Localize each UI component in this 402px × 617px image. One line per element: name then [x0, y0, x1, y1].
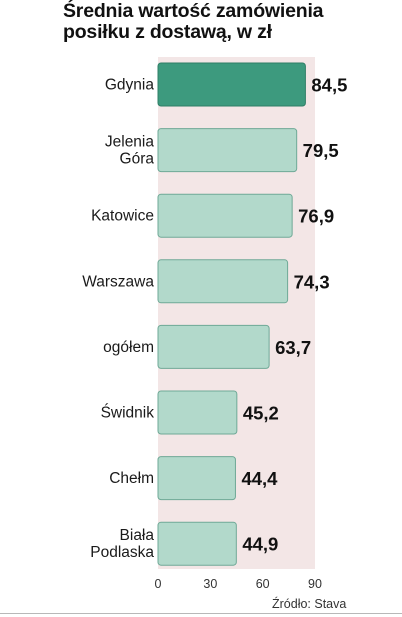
- value-label-0: 84,5: [311, 75, 347, 96]
- category-label-3-line-0: Warszawa: [82, 273, 154, 290]
- category-label-7-line-0: Biała: [120, 527, 155, 544]
- bar-4: [157, 324, 270, 369]
- category-label-4: ogółem: [103, 339, 154, 356]
- value-label-5: 45,2: [243, 403, 279, 424]
- category-label-2-line-0: Katowice: [91, 208, 154, 225]
- x-tick-label-1: 30: [203, 577, 217, 591]
- category-label-1: Jelenia Góra: [105, 134, 154, 168]
- category-label-6-line-0: Chełm: [109, 470, 154, 487]
- chart-title-line-2: posiłku z dostawą, w zł: [63, 21, 272, 43]
- category-label-1-line-1: Góra: [120, 151, 155, 168]
- bar-2: [157, 193, 293, 238]
- bar-1: [157, 128, 298, 173]
- category-label-7-line-1: Podlaska: [90, 544, 154, 561]
- category-label-1-line-0: Jelenia: [105, 134, 154, 151]
- category-label-6: Chełm: [109, 470, 154, 487]
- source-note: Źródło: Stava: [272, 597, 347, 611]
- bar-0: [157, 62, 306, 107]
- category-label-4-line-0: ogółem: [103, 339, 154, 356]
- category-label-3: Warszawa: [82, 273, 154, 290]
- value-label-4: 63,7: [275, 337, 311, 358]
- value-label-7: 44,9: [242, 534, 278, 555]
- chart-title: Średnia wartość zamówienia posiłku z dos…: [63, 1, 393, 43]
- x-tick-label-0: 0: [155, 577, 162, 591]
- category-label-7: Biała Podlaska: [90, 527, 154, 561]
- category-label-5: Świdnik: [101, 404, 155, 422]
- category-label-0: Gdynia: [105, 77, 154, 94]
- x-tick-label-3: 90: [308, 577, 322, 591]
- category-label-2: Katowice: [91, 208, 154, 225]
- value-label-2: 76,9: [298, 206, 334, 227]
- bar-6: [157, 456, 236, 501]
- bar-7: [157, 521, 237, 566]
- bottom-divider: [0, 613, 402, 614]
- category-label-5-line-0: Świdnik: [101, 404, 155, 422]
- x-tick-label-2: 60: [256, 577, 270, 591]
- bar-5: [157, 390, 238, 435]
- value-label-1: 79,5: [303, 140, 339, 161]
- value-label-6: 44,4: [241, 468, 278, 489]
- bar-3: [157, 259, 289, 304]
- category-label-0-line-0: Gdynia: [105, 77, 154, 94]
- value-label-3: 74,3: [294, 271, 330, 292]
- chart-title-line-1: Średnia wartość zamówienia: [63, 0, 324, 22]
